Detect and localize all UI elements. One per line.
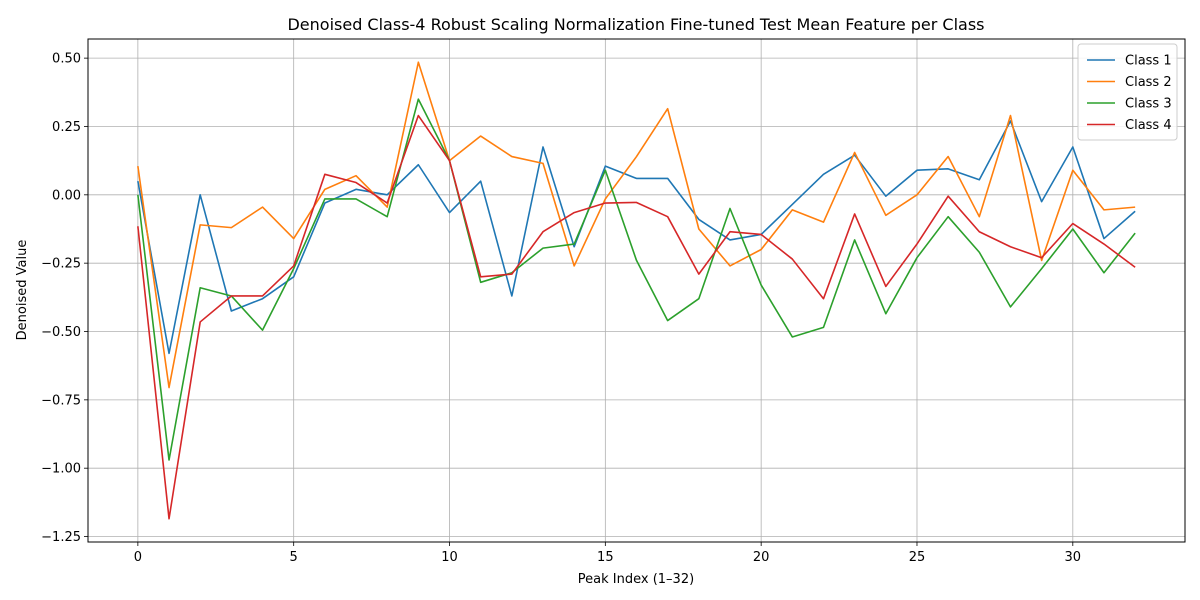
legend: Class 1 Class 2 Class 3 Class 4	[1077, 43, 1178, 141]
legend-label: Class 3	[1125, 97, 1172, 112]
y-tick-label: −0.50	[41, 325, 81, 340]
series-line-class-1	[137, 120, 1136, 355]
y-tick-label: −1.00	[41, 462, 81, 477]
legend-label: Class 2	[1125, 75, 1172, 90]
x-tick-label: 0	[134, 550, 142, 565]
series-line-class-4	[137, 114, 1136, 520]
legend-label: Class 1	[1125, 54, 1172, 69]
x-tick-label: 5	[290, 550, 298, 565]
y-tick-label: −1.25	[41, 530, 81, 545]
x-tick-label: 20	[753, 550, 770, 565]
legend-label: Class 4	[1125, 118, 1172, 133]
y-tick-label: 0.25	[52, 120, 81, 135]
y-axis-title: Denoised Value	[15, 240, 30, 341]
plot-frame	[87, 38, 1186, 543]
y-tick-label: −0.75	[41, 393, 81, 408]
x-tick-label: 30	[1065, 550, 1082, 565]
series-line-class-2	[137, 61, 1136, 389]
series-line-class-3	[137, 98, 1136, 461]
chart-title: Denoised Class-4 Robust Scaling Normaliz…	[287, 15, 984, 34]
x-axis-title: Peak Index (1–32)	[578, 572, 694, 587]
x-tick-label: 15	[597, 550, 614, 565]
x-tick-label: 10	[441, 550, 458, 565]
y-tick-label: 0.00	[52, 188, 81, 203]
series-lines	[137, 61, 1136, 520]
y-tick-label: 0.50	[52, 52, 81, 67]
axis-ticks: 0 5 10 15 20 25 30 −1.25 −1.00 −0.75 −0.50 −0.25 0.0…	[41, 52, 1081, 565]
x-tick-label: 25	[909, 550, 926, 565]
y-tick-label: −0.25	[41, 257, 81, 272]
grid	[88, 39, 1185, 542]
legend-box	[1077, 43, 1178, 141]
